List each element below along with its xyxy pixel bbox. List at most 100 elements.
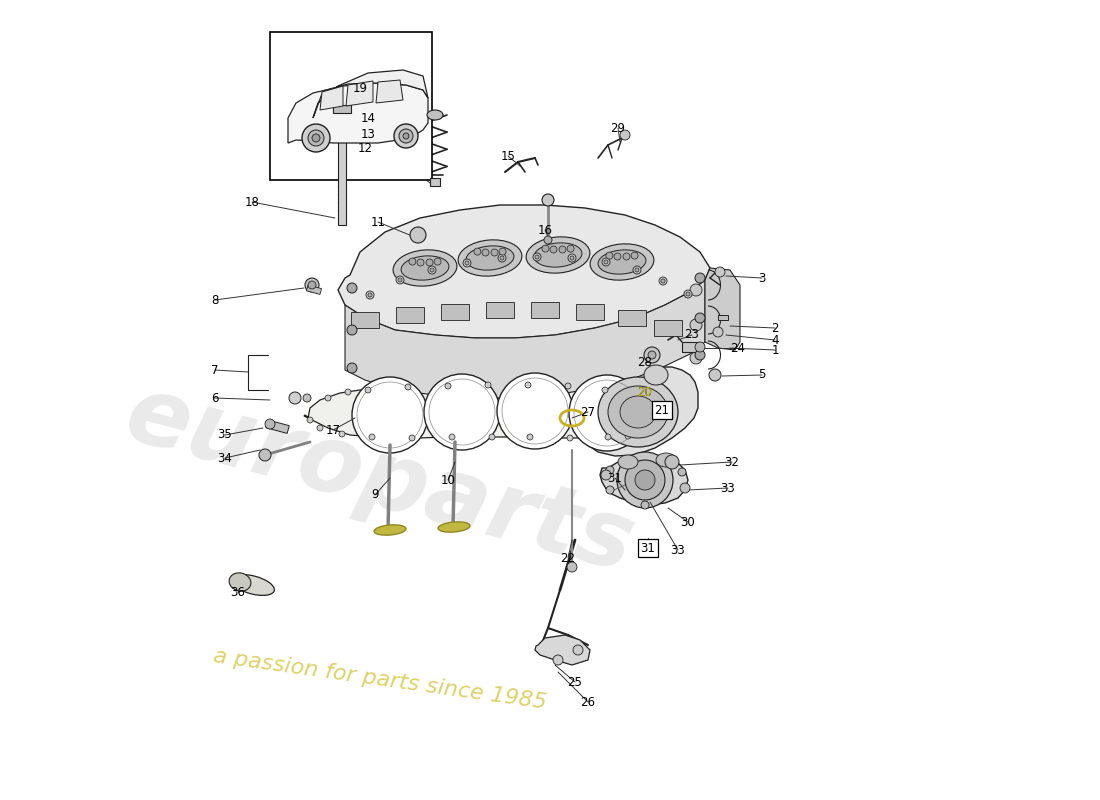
Circle shape: [352, 377, 428, 453]
Circle shape: [715, 267, 725, 277]
Text: 23: 23: [684, 329, 700, 342]
Bar: [618, 310, 646, 326]
Bar: [270, 32, 432, 180]
Circle shape: [606, 466, 614, 474]
Text: 18: 18: [244, 195, 260, 209]
Circle shape: [409, 258, 416, 265]
Circle shape: [308, 130, 324, 146]
Circle shape: [312, 134, 320, 142]
Circle shape: [366, 291, 374, 299]
Circle shape: [568, 254, 576, 262]
Bar: [377, 78, 393, 84]
Circle shape: [345, 389, 351, 395]
Polygon shape: [345, 280, 705, 398]
Text: 30: 30: [681, 515, 695, 529]
Circle shape: [368, 434, 375, 440]
Text: europarts: europarts: [116, 368, 645, 592]
Circle shape: [535, 255, 539, 259]
Text: 13: 13: [361, 127, 375, 141]
Circle shape: [396, 276, 404, 284]
Text: 34: 34: [218, 451, 232, 465]
Polygon shape: [304, 384, 660, 438]
Circle shape: [623, 253, 630, 260]
Circle shape: [601, 470, 610, 480]
Circle shape: [428, 266, 436, 274]
Circle shape: [289, 392, 301, 404]
Ellipse shape: [656, 453, 676, 467]
Text: 8: 8: [211, 294, 219, 306]
Polygon shape: [600, 456, 688, 505]
Circle shape: [500, 256, 504, 260]
Circle shape: [606, 486, 614, 494]
Text: 28: 28: [638, 355, 652, 369]
Bar: [338, 110, 346, 225]
Circle shape: [302, 124, 330, 152]
Circle shape: [570, 256, 574, 260]
Circle shape: [317, 425, 323, 431]
Ellipse shape: [598, 250, 646, 274]
Circle shape: [661, 279, 666, 283]
Bar: [351, 312, 380, 328]
Ellipse shape: [374, 525, 406, 535]
Circle shape: [565, 383, 571, 389]
Bar: [333, 105, 351, 113]
Ellipse shape: [618, 455, 638, 469]
Ellipse shape: [427, 110, 443, 120]
Circle shape: [463, 259, 471, 267]
Ellipse shape: [625, 460, 666, 500]
Text: 24: 24: [730, 342, 746, 354]
Ellipse shape: [620, 396, 656, 428]
Circle shape: [346, 325, 358, 335]
Ellipse shape: [590, 244, 653, 280]
Circle shape: [625, 433, 631, 439]
Ellipse shape: [393, 250, 456, 286]
Circle shape: [346, 283, 358, 293]
Text: 16: 16: [538, 223, 552, 237]
Polygon shape: [288, 83, 428, 143]
Circle shape: [620, 130, 630, 140]
Bar: [307, 285, 321, 294]
Text: 4: 4: [771, 334, 779, 346]
Text: 11: 11: [371, 215, 385, 229]
Polygon shape: [314, 70, 428, 118]
Polygon shape: [346, 81, 373, 106]
Circle shape: [542, 194, 554, 206]
Circle shape: [544, 236, 552, 244]
Circle shape: [642, 429, 648, 435]
Circle shape: [625, 395, 631, 401]
Bar: [266, 420, 289, 434]
Text: 5: 5: [758, 369, 766, 382]
Bar: [718, 315, 728, 320]
Circle shape: [678, 468, 686, 476]
Circle shape: [258, 449, 271, 461]
Ellipse shape: [466, 246, 514, 270]
Ellipse shape: [608, 386, 668, 438]
Text: 21: 21: [654, 403, 670, 417]
Circle shape: [690, 284, 702, 296]
Circle shape: [430, 268, 434, 272]
Text: 20: 20: [638, 386, 652, 398]
Text: 31: 31: [607, 471, 623, 485]
Text: 3: 3: [758, 271, 766, 285]
Circle shape: [686, 292, 690, 296]
Circle shape: [394, 124, 418, 148]
Bar: [441, 304, 469, 320]
Text: 20: 20: [638, 386, 652, 398]
Text: 35: 35: [218, 429, 232, 442]
Text: 2: 2: [771, 322, 779, 334]
Circle shape: [305, 278, 319, 292]
Circle shape: [499, 248, 506, 255]
Circle shape: [559, 246, 566, 253]
Text: 27: 27: [581, 406, 595, 418]
Bar: [654, 320, 682, 336]
Circle shape: [405, 384, 411, 390]
Circle shape: [710, 369, 720, 381]
Text: 6: 6: [211, 391, 219, 405]
Text: 26: 26: [581, 695, 595, 709]
Ellipse shape: [598, 377, 678, 447]
Circle shape: [644, 347, 660, 363]
Circle shape: [424, 374, 500, 450]
Circle shape: [417, 259, 424, 266]
Polygon shape: [320, 86, 343, 110]
Circle shape: [542, 245, 549, 252]
